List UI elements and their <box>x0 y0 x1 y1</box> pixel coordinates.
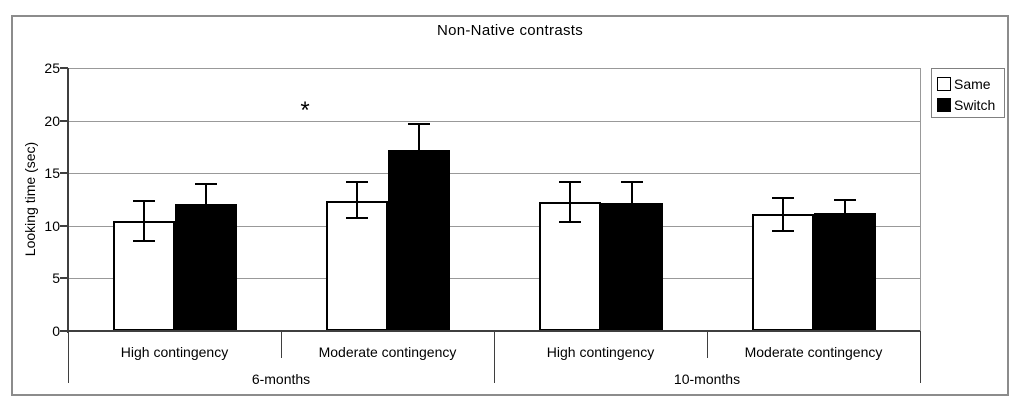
error-bar-same-1 <box>356 182 358 219</box>
error-bar-switch-2 <box>631 182 633 203</box>
chart-title: Non-Native contrasts <box>436 22 584 39</box>
supergroup-label-1: 10-months <box>673 371 741 387</box>
plot-right-frame <box>920 68 921 383</box>
bar-switch-3 <box>814 213 876 331</box>
bar-switch-0 <box>175 204 237 331</box>
error-bar-same-0 <box>143 201 145 241</box>
bar-switch-2 <box>601 203 663 331</box>
x-axis-line <box>67 330 920 332</box>
error-cap-top <box>772 197 794 199</box>
y-tick-label-15: 15 <box>44 165 60 181</box>
category-tick <box>281 331 282 358</box>
gridline-25 <box>68 68 920 69</box>
legend-item-switch: Switch <box>937 94 1004 115</box>
same-swatch-icon <box>937 76 951 91</box>
error-bar-same-2 <box>569 182 571 222</box>
error-cap-top <box>346 181 368 183</box>
bar-same-1 <box>326 201 388 331</box>
bar-switch-1 <box>388 150 450 331</box>
error-bar-switch-3 <box>844 200 846 214</box>
bar-same-2 <box>539 202 601 331</box>
y-tick-0 <box>60 330 68 332</box>
error-cap-top <box>834 199 856 201</box>
figure-border <box>11 15 1009 396</box>
age-boundary-tick <box>68 331 69 383</box>
error-cap-top <box>133 200 155 202</box>
legend-label-switch: Switch <box>954 96 996 113</box>
y-tick-label-5: 5 <box>52 270 60 286</box>
significance-asterisk: * <box>300 97 310 124</box>
y-axis-title: Looking time (sec) <box>22 141 38 257</box>
error-cap-top <box>621 181 643 183</box>
group-label-3: Moderate contingency <box>744 344 883 360</box>
error-cap-bottom <box>559 221 581 223</box>
y-tick-15 <box>60 172 68 174</box>
gridline-5 <box>68 278 920 279</box>
error-cap-bottom <box>772 230 794 232</box>
group-label-1: Moderate contingency <box>318 344 457 360</box>
age-boundary-tick <box>494 331 495 383</box>
gridline-20 <box>68 121 920 122</box>
legend: Same Switch <box>931 68 1005 118</box>
error-bar-switch-1 <box>418 124 420 150</box>
supergroup-label-0: 6-months <box>251 371 311 387</box>
legend-label-same: Same <box>954 75 991 92</box>
error-bar-switch-0 <box>205 184 207 204</box>
error-cap-top <box>559 181 581 183</box>
chart-figure: Non-Native contrasts Looking time (sec) … <box>11 15 1009 396</box>
gridline-10 <box>68 226 920 227</box>
legend-item-same: Same <box>937 73 1004 94</box>
gridline-15 <box>68 173 920 174</box>
age-boundary-tick <box>920 331 921 383</box>
error-bar-same-3 <box>782 198 784 231</box>
y-axis-line <box>67 68 69 333</box>
switch-swatch-icon <box>937 97 951 112</box>
error-cap-bottom <box>346 217 368 219</box>
y-tick-label-0: 0 <box>52 323 60 339</box>
y-tick-label-20: 20 <box>44 113 60 129</box>
y-tick-25 <box>60 67 68 69</box>
y-tick-20 <box>60 120 68 122</box>
error-cap-top <box>195 183 217 185</box>
y-tick-label-10: 10 <box>44 218 60 234</box>
group-label-0: High contingency <box>120 344 229 360</box>
error-cap-bottom <box>133 240 155 242</box>
category-tick <box>707 331 708 358</box>
group-label-2: High contingency <box>546 344 655 360</box>
y-tick-5 <box>60 277 68 279</box>
y-tick-10 <box>60 225 68 227</box>
error-cap-top <box>408 123 430 125</box>
y-tick-label-25: 25 <box>44 60 60 76</box>
